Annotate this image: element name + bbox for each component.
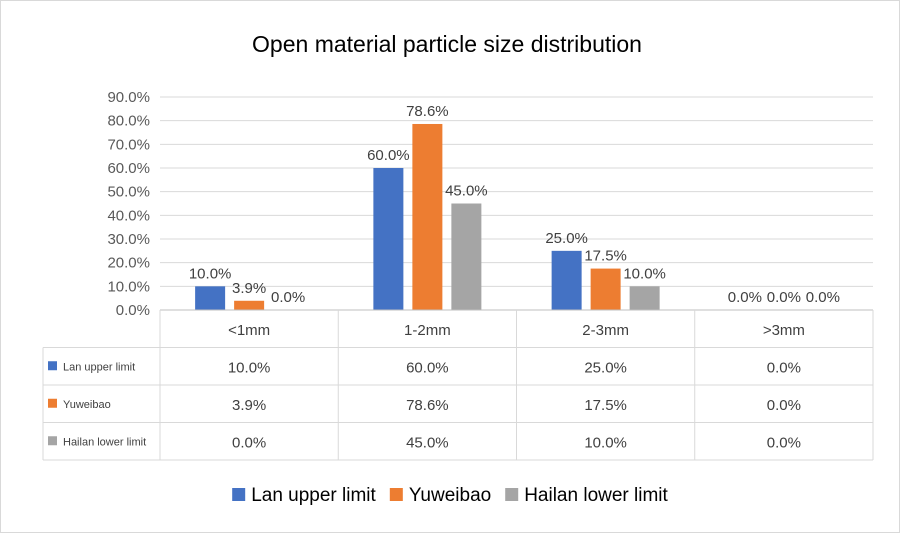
table-row-label: Lan upper limit xyxy=(63,361,135,373)
table-cell: 0.0% xyxy=(232,434,266,451)
data-label: 10.0% xyxy=(623,265,666,282)
legend-key xyxy=(232,488,246,501)
data-label: 10.0% xyxy=(189,265,232,282)
x-tick-label: 2-3mm xyxy=(582,322,629,339)
table-cell: 25.0% xyxy=(584,359,627,376)
legend-label: Lan upper limit xyxy=(251,485,376,506)
data-label: 60.0% xyxy=(367,147,410,164)
bar xyxy=(551,250,582,310)
y-tick-label: 0.0% xyxy=(116,302,150,319)
table-cell: 17.5% xyxy=(584,397,627,414)
bar xyxy=(195,286,226,310)
table-cell: 60.0% xyxy=(406,359,449,376)
legend-key xyxy=(505,488,519,501)
table-row-label: Hailan lower limit xyxy=(63,436,146,448)
y-tick-label: 50.0% xyxy=(107,184,150,201)
data-label: 78.6% xyxy=(406,103,449,120)
legend-key xyxy=(389,488,403,501)
table-cell: 45.0% xyxy=(406,434,449,451)
table-cell: 10.0% xyxy=(584,434,627,451)
x-tick-label: 1-2mm xyxy=(404,322,451,339)
data-label: 25.0% xyxy=(545,230,588,247)
bar xyxy=(412,123,443,310)
x-tick-label: <1mm xyxy=(228,322,270,339)
data-label: 3.9% xyxy=(232,280,266,297)
table-cell: 78.6% xyxy=(406,397,449,414)
table-cell: 3.9% xyxy=(232,397,266,414)
y-tick-label: 60.0% xyxy=(107,160,150,177)
legend-label: Yuweibao xyxy=(409,485,491,506)
bar xyxy=(590,268,621,310)
table-legend-key xyxy=(48,398,57,408)
data-labels: 10.0%3.9%0.0%60.0%78.6%45.0%25.0%17.5%10… xyxy=(189,103,840,306)
table-legend-key xyxy=(48,361,57,371)
data-label: 0.0% xyxy=(728,289,762,306)
chart-title: Open material particle size distribution xyxy=(252,31,642,57)
bar xyxy=(451,203,482,310)
data-label: 0.0% xyxy=(767,289,801,306)
grid-lines xyxy=(160,96,873,311)
table-cell: 0.0% xyxy=(767,359,801,376)
y-tick-label: 20.0% xyxy=(107,255,150,272)
y-tick-label: 90.0% xyxy=(107,89,150,106)
y-tick-label: 40.0% xyxy=(107,207,150,224)
y-tick-label: 30.0% xyxy=(107,231,150,248)
table-cell: 0.0% xyxy=(767,397,801,414)
bar xyxy=(629,286,660,310)
legend-label: Hailan lower limit xyxy=(524,485,668,506)
table-row-label: Yuweibao xyxy=(63,399,111,411)
y-tick-label: 10.0% xyxy=(107,278,150,295)
bars xyxy=(195,123,660,310)
data-label: 45.0% xyxy=(445,183,488,200)
y-tick-label: 70.0% xyxy=(107,136,150,153)
table-cell: 0.0% xyxy=(767,434,801,451)
x-tick-label: >3mm xyxy=(763,322,805,339)
y-axis: 0.0% 10.0% 20.0% 30.0% 40.0% 50.0% 60.0% 70.0% 8… xyxy=(107,89,150,319)
table-cell: 10.0% xyxy=(228,359,271,376)
data-label: 0.0% xyxy=(806,289,840,306)
data-label: 0.0% xyxy=(271,289,305,306)
legend: Lan upper limit Yuweibao Hailan lower limi… xyxy=(232,485,669,506)
data-label: 17.5% xyxy=(584,248,627,265)
bar xyxy=(234,300,265,310)
table-legend-key xyxy=(48,436,57,446)
data-table: <1mm 1-2mm 2-3mm >3mm Lan upper limit 10.0% 60… xyxy=(42,309,874,461)
y-tick-label: 80.0% xyxy=(107,113,150,130)
bar xyxy=(373,168,404,310)
